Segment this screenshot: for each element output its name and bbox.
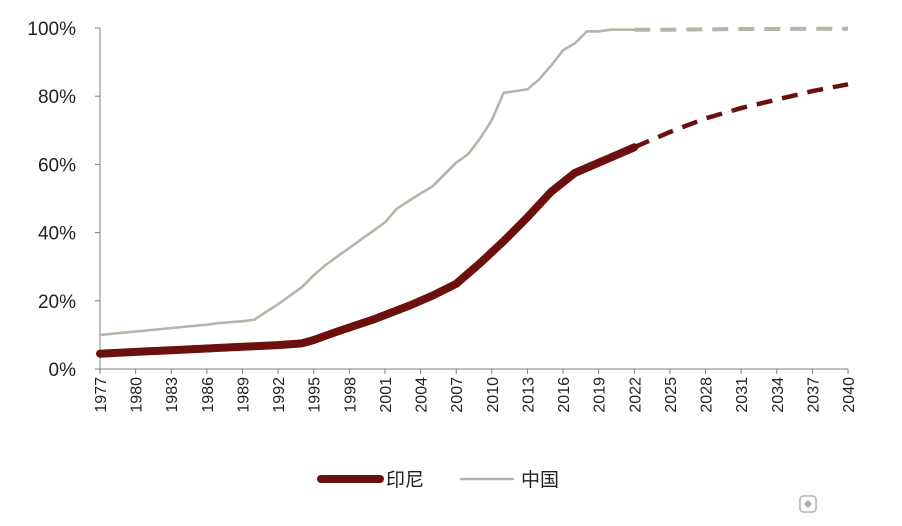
- x-tick-label: 1983: [164, 377, 181, 413]
- x-tick-label: 2013: [520, 377, 537, 413]
- x-tick-label: 2007: [449, 377, 466, 413]
- y-tick-label: 80%: [38, 87, 76, 108]
- series-line-indonesia: [96, 143, 639, 358]
- x-tick-label: 1989: [235, 377, 252, 413]
- x-tick-label: 2022: [627, 377, 644, 413]
- y-axis-ticks: 0% 20% 40% 60% 80% 100%: [27, 19, 100, 381]
- series-forecast-line-indonesia: [633, 82, 849, 150]
- x-tick-label: 2016: [556, 377, 573, 413]
- x-tick-label: 2001: [378, 377, 395, 413]
- x-tick-label: 2031: [734, 377, 751, 413]
- x-tick-label: 2037: [805, 377, 822, 413]
- legend-label-indonesia: 印尼: [386, 469, 424, 491]
- x-tick-label: 2040: [841, 377, 858, 413]
- y-tick-label: 60%: [38, 155, 76, 176]
- axes: [99, 28, 848, 370]
- x-tick-label: 1995: [307, 377, 324, 413]
- x-tick-label: 1980: [129, 377, 146, 413]
- x-tick-label: 1977: [93, 377, 110, 413]
- legend: 印尼 中国: [317, 469, 559, 491]
- x-axis-ticks: 1977 1980 1983 1986 1989 1992 1995 1998 2001 2004…: [93, 369, 858, 413]
- series-line-china: [98, 28, 636, 337]
- x-tick-label: 1998: [342, 377, 359, 413]
- y-tick-label: 100%: [27, 19, 76, 40]
- x-tick-label: 2010: [485, 377, 502, 413]
- x-tick-label: 2025: [663, 377, 680, 413]
- x-tick-label: 1986: [200, 377, 217, 413]
- x-tick-label: 1992: [271, 377, 288, 413]
- y-tick-label: 40%: [38, 224, 76, 245]
- legend-label-china: 中国: [521, 469, 559, 491]
- x-tick-label: 2019: [592, 377, 609, 413]
- x-tick-label: 2028: [699, 377, 716, 413]
- y-tick-label: 0%: [49, 360, 77, 381]
- y-tick-label: 20%: [38, 292, 76, 313]
- watermark-logo-icon: [799, 495, 817, 513]
- watermark: [799, 495, 817, 513]
- x-tick-label: 2004: [414, 377, 431, 413]
- series-forecast-line-china: [634, 26, 848, 32]
- watermark-logo-mark: [804, 500, 812, 508]
- series-layer: [96, 26, 849, 358]
- x-tick-label: 2034: [770, 377, 787, 413]
